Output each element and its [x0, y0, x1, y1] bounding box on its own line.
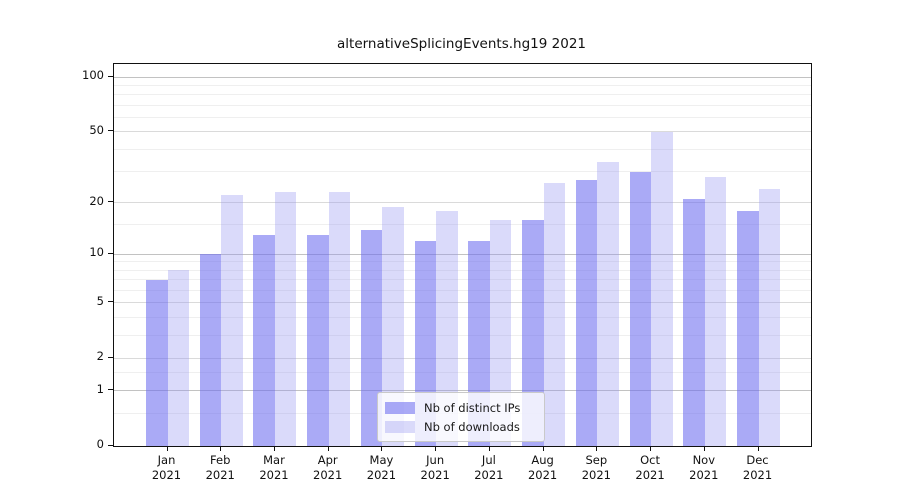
y-tick-mark	[108, 389, 113, 391]
gridline-minor	[114, 269, 811, 271]
x-tick-label-oct: Oct 2021	[635, 453, 665, 482]
bar-distinct-ips-feb	[199, 254, 222, 446]
gridline-minor	[114, 116, 811, 118]
x-tick-label-apr: Apr 2021	[313, 453, 343, 482]
x-tick-mark	[703, 446, 705, 451]
legend-label-distinct-ips: Nb of distinct IPs	[424, 400, 521, 415]
x-tick-mark	[435, 446, 437, 451]
gridline-minor	[114, 289, 811, 291]
x-tick-mark	[220, 446, 222, 451]
bar-distinct-ips-sep	[575, 179, 598, 446]
x-tick-mark	[650, 446, 652, 451]
bar-downloads-dec	[758, 188, 781, 446]
y-tick-mark	[108, 444, 113, 446]
x-tick-mark	[327, 446, 329, 451]
gridline-minor	[114, 94, 811, 96]
gridline-decade	[114, 253, 811, 255]
x-tick-label-jan: Jan 2021	[151, 453, 182, 482]
bar-distinct-ips-jan	[146, 279, 168, 446]
y-tick-mark	[108, 201, 113, 203]
x-tick-label-dec: Dec 2021	[742, 453, 773, 482]
y-tick-label-5: 5	[96, 293, 104, 308]
bar-distinct-ips-oct	[629, 171, 652, 446]
plot-area	[113, 63, 812, 447]
bar-downloads-feb	[221, 195, 243, 446]
gridline-minor	[114, 171, 811, 173]
gridline-minor	[114, 334, 811, 336]
gridline-decade	[114, 76, 811, 78]
x-tick-mark	[166, 446, 168, 451]
bar-downloads-apr	[328, 191, 351, 446]
x-tick-mark	[757, 446, 759, 451]
gridline-minor	[114, 279, 811, 281]
bar-downloads-oct	[651, 131, 673, 446]
y-tick-label-2: 2	[96, 349, 104, 364]
bar-distinct-ips-may	[360, 229, 383, 446]
gridline-minor	[114, 148, 811, 150]
y-tick-label-1: 1	[96, 381, 104, 396]
bar-downloads-sep	[597, 161, 619, 446]
gridline-major	[114, 357, 811, 359]
y-tick-mark	[108, 301, 113, 303]
bar-distinct-ips-apr	[307, 235, 329, 446]
legend-swatch-distinct-ips	[385, 401, 415, 414]
x-tick-mark	[596, 446, 598, 451]
x-tick-label-sep: Sep 2021	[581, 453, 611, 482]
chart-title: alternativeSplicingEvents.hg19 2021	[337, 36, 586, 52]
gridline-major	[114, 302, 811, 304]
x-tick-mark	[381, 446, 383, 451]
bar-downloads-jul	[489, 219, 512, 446]
gridline-minor	[114, 223, 811, 225]
x-tick-label-feb: Feb 2021	[205, 453, 235, 482]
bar-downloads-jun	[436, 210, 458, 446]
bar-downloads-may	[382, 206, 404, 446]
bar-distinct-ips-nov	[683, 198, 705, 446]
legend-label-downloads: Nb of downloads	[424, 419, 520, 434]
y-tick-label-50: 50	[89, 122, 104, 137]
gridline-minor	[114, 261, 811, 263]
x-tick-label-jul: Jul 2021	[474, 453, 504, 482]
gridline-minor	[114, 372, 811, 374]
x-tick-mark	[542, 446, 544, 451]
y-tick-label-0: 0	[96, 437, 104, 451]
y-tick-mark	[108, 130, 113, 132]
x-tick-label-aug: Aug 2021	[527, 453, 558, 482]
legend-row-downloads: Nb of downloads	[385, 417, 537, 436]
bar-downloads-nov	[704, 176, 727, 446]
gridline-decade	[114, 390, 811, 392]
bar-downloads-mar	[274, 191, 297, 446]
y-tick-label-10: 10	[89, 245, 104, 260]
x-tick-label-nov: Nov 2021	[689, 453, 719, 482]
y-tick-mark	[108, 252, 113, 254]
gridline-minor	[114, 104, 811, 106]
x-tick-label-jun: Jun 2021	[420, 453, 450, 482]
x-tick-mark	[488, 446, 490, 451]
legend-row-distinct-ips: Nb of distinct IPs	[385, 398, 537, 417]
bar-distinct-ips-aug	[522, 219, 544, 446]
gridline-major	[114, 202, 811, 204]
bar-downloads-jan	[167, 270, 189, 446]
legend: Nb of distinct IPs Nb of downloads	[377, 392, 545, 442]
y-tick-label-100: 100	[82, 68, 104, 83]
x-tick-label-may: May 2021	[366, 453, 397, 482]
x-tick-mark	[273, 446, 275, 451]
y-tick-mark	[108, 356, 113, 358]
y-tick-label-20: 20	[89, 193, 104, 208]
bar-distinct-ips-dec	[737, 210, 759, 446]
y-tick-mark	[108, 75, 113, 77]
legend-swatch-downloads	[385, 420, 415, 433]
gridline-minor	[114, 84, 811, 86]
x-tick-label-mar: Mar 2021	[259, 453, 289, 482]
bar-downloads-aug	[543, 182, 566, 446]
gridline-major	[114, 131, 811, 133]
bar-distinct-ips-mar	[253, 235, 275, 446]
gridline-minor	[114, 316, 811, 318]
